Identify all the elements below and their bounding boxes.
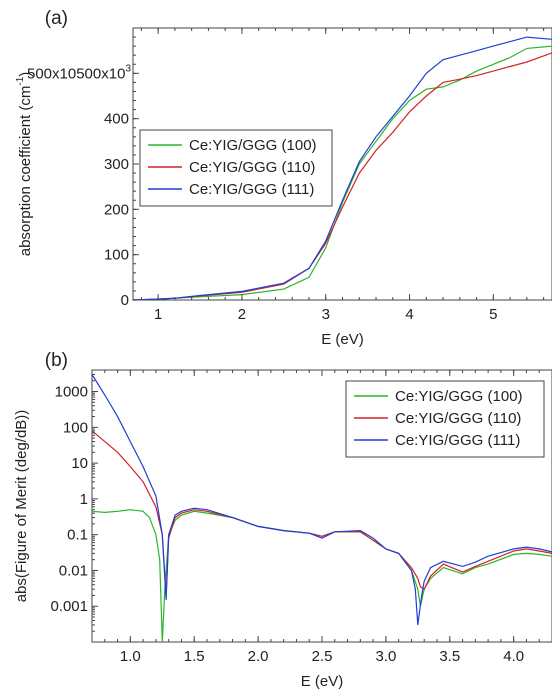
y-tick-label: 0.01 — [59, 562, 88, 579]
y-tick-label: 400 — [104, 111, 129, 128]
x-axis-label: E (eV) — [301, 673, 344, 690]
x-tick-label: 2.5 — [312, 648, 333, 665]
x-tick-label: 5 — [489, 306, 497, 323]
y-tick-label: 200 — [104, 201, 129, 218]
x-tick-label: 1.0 — [120, 648, 141, 665]
y-axis-label-text: abs(Figure of Merit (deg/dB)) — [13, 410, 30, 603]
y-axis-label-close: ) — [17, 72, 34, 77]
x-tick-label: 3.5 — [439, 648, 460, 665]
x-tick-label: 2 — [238, 306, 246, 323]
legend-label-1: Ce:YIG/GGG (100) — [189, 137, 317, 154]
x-tick-label: 4 — [405, 306, 413, 323]
x-tick-label: 1 — [154, 306, 162, 323]
y-axis-label: abs(Figure of Merit (deg/dB)) — [13, 410, 30, 603]
legend-label-3: Ce:YIG/GGG (111) — [395, 432, 520, 449]
panel-label: (b) — [45, 350, 68, 371]
y-tick-label: 0.001 — [50, 598, 88, 615]
x-tick-label: 2.0 — [248, 648, 269, 665]
y-tick-label-base: 500x10 — [76, 65, 125, 82]
x-tick-label: 4.0 — [503, 648, 524, 665]
y-tick-label: 1 — [80, 491, 88, 508]
y-axis-label: absorption coefficient (cm-1) — [15, 72, 34, 257]
y-tick-label: 1000 — [55, 384, 88, 401]
panel-b: (b) 1.0 1.5 2.0 2.5 3.0 3.5 4.0 0.001 0.01 0.1 1 10 1… — [13, 350, 552, 690]
legend-box — [345, 380, 545, 458]
y-tick-label: 0 — [121, 292, 129, 309]
y-tick-label: 500x10500x103 — [27, 63, 131, 82]
y-tick-label: 300 — [104, 156, 129, 173]
panel-label: (a) — [45, 8, 68, 29]
legend-label-3: Ce:YIG/GGG (111) — [189, 181, 314, 198]
legend-label-1: Ce:YIG/GGG (100) — [395, 388, 523, 405]
x-tick-label: 1.5 — [184, 648, 205, 665]
series-line-3 — [91, 374, 552, 625]
series-line-1 — [132, 45, 552, 301]
panel-a: (a) 1 2 3 4 5 0 100 200 300 400 500x10500x103 E (eV)… — [15, 8, 552, 348]
legend-label-2: Ce:YIG/GGG (110) — [189, 159, 315, 176]
legend-label-2: Ce:YIG/GGG (110) — [395, 410, 521, 427]
y-tick-label: 10 — [71, 455, 88, 472]
y-tick-label-exponent: 3 — [125, 63, 131, 74]
series-line-3 — [132, 36, 552, 301]
x-axis-label: E (eV) — [321, 331, 364, 348]
y-tick-label: 0.1 — [67, 527, 88, 544]
y-tick-label: 100 — [63, 419, 88, 436]
y-tick-label: 100 — [104, 247, 129, 264]
y-axis-label-exponent: -1 — [15, 76, 26, 85]
y-axis-label-text: absorption coefficient (cm — [17, 86, 34, 257]
legend-box — [139, 129, 333, 207]
x-tick-label: 3.0 — [375, 648, 396, 665]
x-tick-label: 3 — [322, 306, 330, 323]
